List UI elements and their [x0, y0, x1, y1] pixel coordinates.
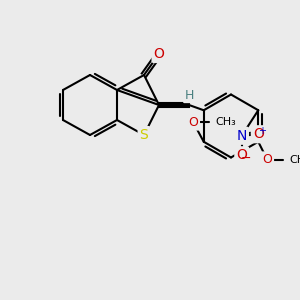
- Text: O: O: [253, 127, 264, 141]
- Text: O: O: [262, 153, 272, 166]
- Text: O: O: [236, 148, 247, 162]
- Text: O: O: [154, 47, 164, 61]
- Text: O: O: [188, 116, 198, 129]
- Text: CH₃: CH₃: [290, 155, 300, 165]
- Text: H: H: [184, 89, 194, 102]
- Text: +: +: [258, 126, 266, 136]
- Text: CH₃: CH₃: [216, 117, 236, 127]
- Text: −: −: [241, 152, 251, 165]
- Text: S: S: [140, 128, 148, 142]
- Text: N: N: [237, 129, 247, 143]
